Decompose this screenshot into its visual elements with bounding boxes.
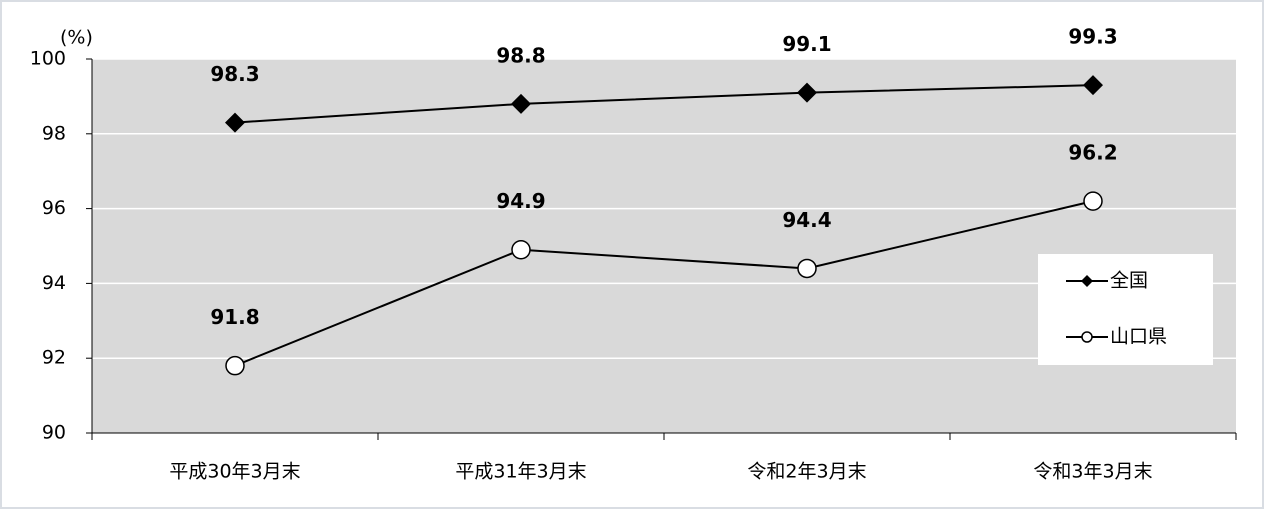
y-tick-label: 90 [42, 422, 66, 444]
x-tick-label: 令和3年3月末 [1033, 461, 1152, 483]
data-label: 98.8 [496, 43, 545, 67]
y-tick-label: 96 [42, 197, 66, 219]
y-tick-label: 98 [42, 122, 66, 144]
data-label: 98.3 [210, 62, 259, 86]
marker [225, 112, 245, 133]
marker [1083, 191, 1103, 211]
data-label: 91.8 [210, 305, 259, 329]
y-tick-label: 92 [42, 347, 66, 369]
marker [511, 239, 531, 260]
marker [1081, 331, 1093, 343]
data-label: 99.1 [782, 32, 831, 56]
x-tick-label: 平成31年3月末 [455, 461, 586, 483]
marker [1081, 275, 1093, 287]
marker [1083, 75, 1103, 96]
marker [797, 258, 817, 279]
series-line [234, 200, 1094, 367]
legend-label: 山口県 [1110, 326, 1167, 348]
marker [797, 82, 817, 103]
data-label: 99.3 [1068, 25, 1117, 49]
legend-box [1038, 254, 1213, 365]
data-label: 94.4 [782, 208, 831, 232]
marker [225, 355, 245, 376]
plot-area [92, 59, 1236, 433]
data-label: 94.9 [496, 189, 545, 213]
series-line [234, 84, 1094, 124]
data-label: 96.2 [1068, 141, 1117, 165]
marker [511, 93, 531, 114]
x-tick-label: 令和2年3月末 [747, 461, 866, 483]
y-tick-label: 100 [30, 48, 66, 70]
y-tick-label: 94 [42, 272, 66, 294]
y-unit: (%) [60, 27, 93, 49]
x-tick-label: 平成30年3月末 [169, 461, 300, 483]
legend-label: 全国 [1110, 270, 1148, 292]
